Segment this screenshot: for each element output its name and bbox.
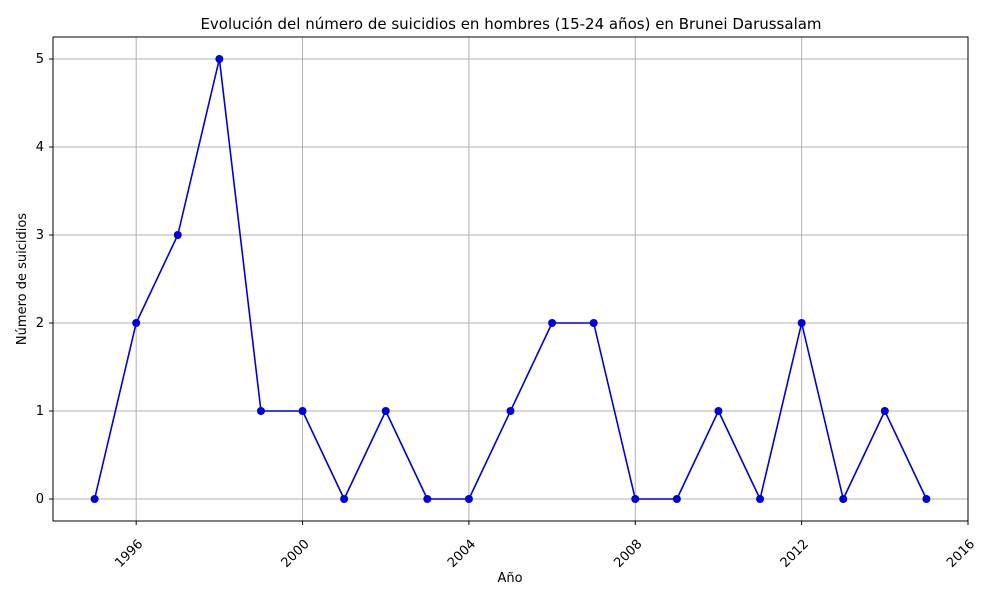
plot-frame bbox=[52, 36, 969, 522]
data-point bbox=[880, 407, 889, 415]
data-point bbox=[464, 495, 473, 503]
data-point bbox=[589, 319, 598, 327]
data-point bbox=[215, 55, 224, 63]
x-tick-label: 2012 bbox=[778, 537, 812, 571]
data-point bbox=[340, 495, 349, 503]
x-tick-label: 2000 bbox=[279, 537, 313, 571]
data-point bbox=[132, 319, 141, 327]
x-tick-label: 2004 bbox=[445, 537, 479, 571]
data-point bbox=[922, 495, 931, 503]
data-point bbox=[256, 407, 265, 415]
x-tick-label: 1996 bbox=[112, 537, 146, 571]
y-axis-label: Número de suicidios bbox=[15, 213, 30, 345]
y-tick-label: 5 bbox=[36, 52, 44, 67]
data-point bbox=[714, 407, 723, 415]
x-tick-label: 2016 bbox=[944, 537, 978, 571]
x-axis: 1996 2000 2004 2008 2012 2016 bbox=[112, 521, 978, 571]
y-tick-label: 2 bbox=[36, 316, 44, 331]
series-group bbox=[90, 55, 931, 503]
data-point bbox=[839, 495, 848, 503]
chart-title: Evolución del número de suicidios en hom… bbox=[200, 15, 821, 33]
x-tick-label: 2008 bbox=[611, 537, 645, 571]
data-point bbox=[631, 495, 640, 503]
y-axis: 0 1 2 3 4 5 bbox=[36, 52, 53, 507]
y-tick-label: 3 bbox=[36, 228, 44, 243]
data-point bbox=[173, 231, 182, 239]
y-tick-label: 1 bbox=[36, 404, 44, 419]
data-point bbox=[381, 407, 390, 415]
data-point bbox=[756, 495, 765, 503]
y-tick-label: 0 bbox=[36, 492, 44, 507]
data-point bbox=[797, 319, 806, 327]
data-point bbox=[423, 495, 432, 503]
y-tick-label: 4 bbox=[36, 140, 44, 155]
data-point bbox=[548, 319, 557, 327]
data-point bbox=[298, 407, 307, 415]
data-point bbox=[506, 407, 515, 415]
data-point bbox=[672, 495, 681, 503]
x-axis-label: Año bbox=[497, 571, 522, 586]
data-point bbox=[90, 495, 99, 503]
